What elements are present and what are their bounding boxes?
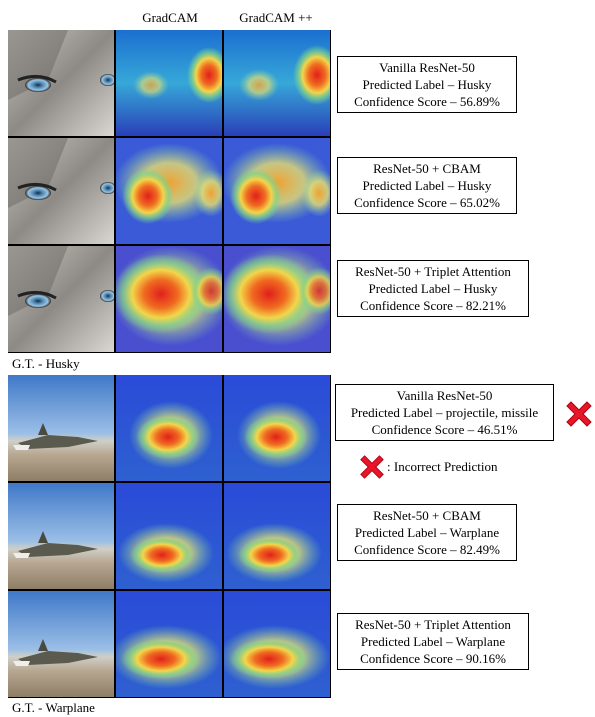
predicted-label: Predicted Label – Husky [362,77,492,92]
warplane-image-grid [8,375,331,698]
husky-image-grid [8,30,331,353]
confidence-score: Confidence Score – 56.89% [354,94,500,109]
predicted-label: Predicted Label – Husky [362,178,492,193]
warplane-vanilla-result-box: Vanilla ResNet-50 Predicted Label – proj… [335,384,554,441]
husky-gradcam-triplet [116,246,222,352]
model-name: Vanilla ResNet-50 [379,60,475,75]
husky-gradcam-vanilla [116,30,222,136]
predicted-label: Predicted Label – Warplane [360,634,506,649]
husky-vanilla-result-box: Vanilla ResNet-50 Predicted Label – Husk… [337,56,517,113]
warplane-gradcam-pp-vanilla [224,375,330,481]
model-name: Vanilla ResNet-50 [396,388,493,403]
warplane-ground-truth-label: G.T. - Warplane [12,700,95,715]
model-name: ResNet-50 + CBAM [373,508,481,523]
red-x-icon [566,401,592,427]
confidence-score: Confidence Score – 65.02% [354,195,500,210]
husky-ground-truth-label: G.T. - Husky [12,356,80,371]
model-name: ResNet-50 + CBAM [373,161,481,176]
legend-text: : Incorrect Prediction [387,459,498,474]
predicted-label: Predicted Label – projectile, missile [350,405,539,420]
warplane-gradcam-pp-cbam [224,483,330,589]
husky-triplet-result-box: ResNet-50 + Triplet Attention Predicted … [337,260,529,317]
warplane-gradcam-pp-triplet [224,591,330,697]
husky-input-image [8,138,114,244]
incorrect-prediction-legend: : Incorrect Prediction [359,454,497,480]
husky-gradcam-pp-cbam [224,138,330,244]
warplane-input-image [8,483,114,589]
model-name: ResNet-50 + Triplet Attention [355,617,511,632]
warplane-input-image [8,375,114,481]
husky-input-image [8,246,114,352]
husky-cbam-result-box: ResNet-50 + CBAM Predicted Label – Husky… [337,157,517,214]
warplane-gradcam-cbam [116,483,222,589]
husky-input-image [8,30,114,136]
red-x-icon [360,455,384,479]
warplane-gradcam-triplet [116,591,222,697]
confidence-score: Confidence Score – 82.21% [360,298,506,313]
warplane-triplet-result-box: ResNet-50 + Triplet Attention Predicted … [337,613,529,670]
husky-gradcam-cbam [116,138,222,244]
gradcam-plus-plus-column-header: GradCAM ++ [239,10,313,25]
confidence-score: Confidence Score – 46.51% [371,422,518,437]
warplane-gradcam-vanilla [116,375,222,481]
warplane-input-image [8,591,114,697]
confidence-score: Confidence Score – 82.49% [354,542,500,557]
warplane-cbam-result-box: ResNet-50 + CBAM Predicted Label – Warpl… [337,504,517,561]
confidence-score: Confidence Score – 90.16% [360,651,506,666]
husky-gradcam-pp-vanilla [224,30,330,136]
predicted-label: Predicted Label – Warplane [354,525,500,540]
model-name: ResNet-50 + Triplet Attention [355,264,511,279]
predicted-label: Predicted Label – Husky [368,281,498,296]
gradcam-column-header: GradCAM [142,10,198,25]
husky-gradcam-pp-triplet [224,246,330,352]
